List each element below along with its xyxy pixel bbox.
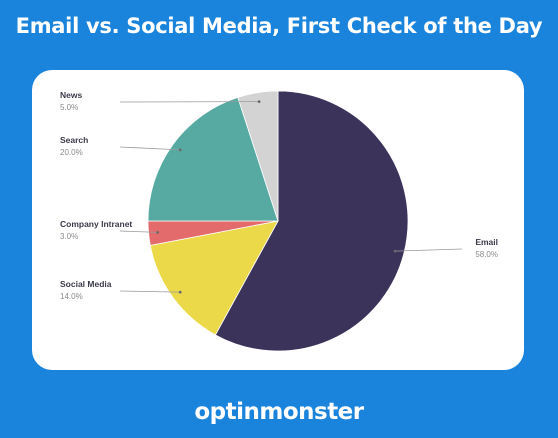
pie-slice-search xyxy=(147,96,279,222)
leader-line-search xyxy=(119,146,181,151)
pie-slice-email xyxy=(214,90,409,352)
pie-slice-news xyxy=(237,90,279,222)
chart-title: Email vs. Social Media, First Check of t… xyxy=(15,14,543,38)
slice-label-email: Email xyxy=(475,237,498,247)
leader-line-social-media xyxy=(119,290,181,293)
slice-value-email: 58.0% xyxy=(475,250,498,259)
pie-chart: Email 58.0% Social Media 14.0% Company Intra… xyxy=(60,90,498,352)
footer: optinmonster xyxy=(0,392,558,432)
slice-value-search: 20.0% xyxy=(60,148,83,157)
chart-card: Email 58.0% Social Media 14.0% Company Intra… xyxy=(32,70,524,370)
brand-logo: optinmonster xyxy=(194,399,364,425)
pie-labels: Email 58.0% Social Media 14.0% Company Intra… xyxy=(60,90,498,301)
slice-label-company-intranet: Company Intranet xyxy=(60,219,132,229)
pie-slice-social-media xyxy=(149,220,279,336)
slice-value-news: 5.0% xyxy=(60,103,78,112)
leader-line-email xyxy=(395,248,463,252)
slice-value-company-intranet: 3.0% xyxy=(60,232,78,241)
slice-label-news: News xyxy=(60,90,82,100)
leader-line-company-intranet xyxy=(119,230,158,233)
leader-dot-email xyxy=(393,249,397,253)
leader-dot-news xyxy=(257,100,261,103)
leader-dot-social-media xyxy=(178,290,182,294)
slice-label-search: Search xyxy=(60,135,88,145)
leader-dot-company-intranet xyxy=(156,231,159,234)
leader-dot-search xyxy=(178,148,182,152)
slice-value-social-media: 14.0% xyxy=(60,292,83,301)
pie-slices xyxy=(147,90,409,352)
slice-label-social-media: Social Media xyxy=(60,279,112,289)
